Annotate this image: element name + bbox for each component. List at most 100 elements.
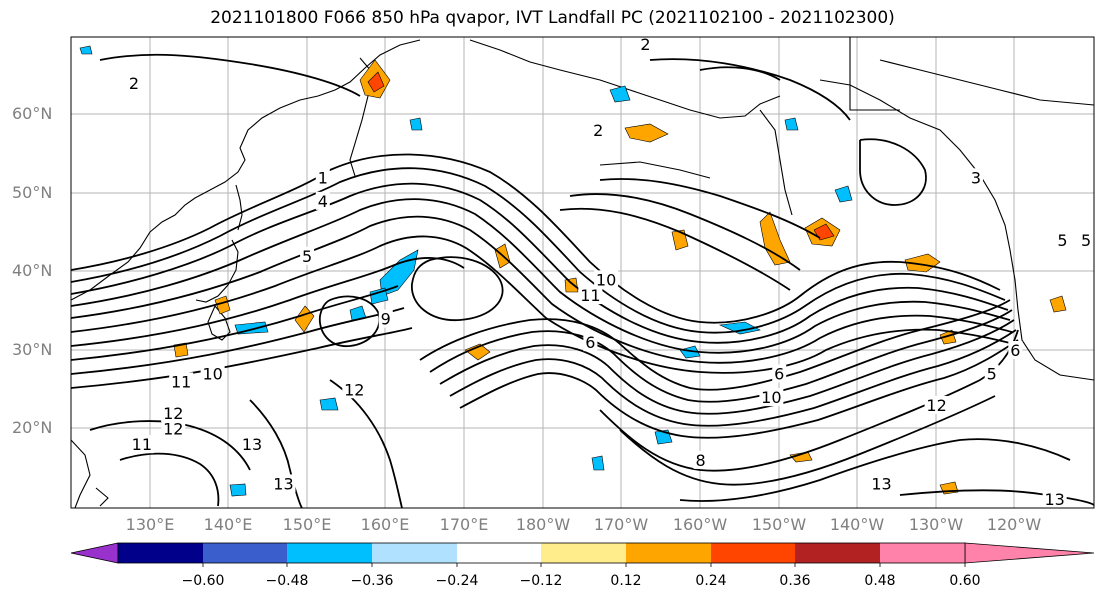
contour-label: 2 — [640, 35, 650, 54]
colorbar-tick: −0.24 — [435, 573, 479, 589]
colorbar-bin-5 — [457, 543, 541, 563]
contour-label: 10 — [202, 365, 222, 384]
lon-label-130w: 130°W — [908, 515, 964, 534]
contour-label-bg — [239, 435, 264, 454]
colorbar-tick: −0.36 — [350, 573, 394, 589]
contour-label-bg — [1079, 231, 1094, 250]
contour-label: 4 — [318, 192, 328, 211]
lon-label-120w: 120°W — [986, 515, 1042, 534]
lon-label-140w: 140°W — [829, 515, 885, 534]
colorbar-tick: −0.48 — [265, 573, 309, 589]
colorbar-tick: 0.24 — [695, 573, 727, 589]
contour-label-bg — [1008, 341, 1023, 359]
contour-label: 11 — [171, 372, 191, 391]
contour-label-bg — [578, 286, 603, 305]
lat-label-30n: 30°N — [12, 340, 53, 359]
contour-label-bg — [315, 191, 330, 210]
colorbar-bin-10 — [880, 543, 965, 563]
lon-label-150w: 150°W — [751, 515, 807, 534]
colorbar-bin-7 — [626, 543, 711, 563]
colorbar-frame — [117, 542, 966, 564]
contour-label: 9 — [381, 310, 391, 329]
map-title: 2021101800 F066 850 hPa qvapor, IVT Land… — [210, 8, 895, 28]
contour-label-bg — [594, 270, 619, 289]
colorbar — [70, 542, 1095, 567]
lon-label-130e: 130°E — [125, 515, 175, 534]
contour-label-bg — [300, 246, 315, 265]
contour-label: 6 — [774, 365, 784, 384]
contour-label-bg — [129, 435, 154, 454]
map-frame — [70, 36, 1095, 509]
contour-label-bg — [772, 364, 787, 383]
contour-label-bg — [583, 333, 598, 352]
contour-label-bg — [378, 309, 393, 328]
qvapor-shading — [79, 45, 1067, 497]
contour-label-bg — [869, 474, 894, 493]
contour-label: 3 — [971, 168, 981, 187]
contour-label: 12 — [926, 396, 946, 415]
lon-label-150e: 150°E — [282, 515, 332, 534]
contour-label-bg — [1042, 490, 1067, 508]
contour-label: 8 — [695, 451, 705, 470]
colorbar-right-extension — [964, 542, 1095, 564]
contour-label: 13 — [273, 474, 293, 493]
colorbar-tick: 0.48 — [864, 573, 896, 589]
contour-label: 6 — [585, 333, 595, 352]
colorbar-tick: −0.12 — [519, 573, 563, 589]
contour-label: 13 — [242, 435, 262, 454]
contour-label-bg — [271, 474, 296, 493]
contour-label: 5 — [987, 365, 997, 384]
lon-label-160e: 160°E — [360, 515, 410, 534]
lon-label-170e: 170°E — [439, 515, 489, 534]
contour-label: 11 — [132, 435, 152, 454]
colorbar-bin-6 — [541, 543, 626, 563]
contour-label: 5 — [302, 247, 312, 266]
contour-label: 2 — [593, 121, 603, 140]
contour-label-bg — [1095, 325, 1105, 343]
colorbar-tick: 0.12 — [610, 573, 642, 589]
contour-label: 13 — [1044, 490, 1064, 509]
contour-label-bg — [591, 121, 606, 140]
contour-label-bg — [315, 168, 330, 187]
colorbar-tick: 0.36 — [779, 573, 811, 589]
contour-label-bg — [1055, 231, 1070, 250]
lon-label-170w: 170°W — [593, 515, 649, 534]
colorbar-bin-3 — [287, 543, 372, 563]
contour-label: 12 — [163, 420, 183, 439]
contour-label-bg — [161, 419, 186, 438]
colorbar-tick: −0.60 — [181, 573, 225, 589]
contour-label: 6 — [1010, 341, 1020, 360]
colorbar-bin-1 — [118, 543, 203, 563]
contour-label-bg — [924, 395, 949, 414]
contour-label-bg — [693, 450, 708, 469]
contour-label: 13 — [871, 474, 891, 493]
contour-label-bg — [759, 388, 784, 407]
lon-label-140e: 140°E — [203, 515, 253, 534]
colorbar-left-extension — [70, 542, 119, 564]
contour-label: 10 — [596, 270, 616, 289]
colorbar-bin-8 — [711, 543, 795, 563]
colorbar-tick: 0.60 — [949, 573, 981, 589]
contour-label-bg — [169, 372, 194, 391]
contour-label-bg — [161, 403, 186, 422]
contour-label: 5 — [1057, 231, 1067, 250]
contour-label: 10 — [761, 388, 781, 407]
lat-label-40n: 40°N — [12, 261, 53, 280]
contour-label: 11 — [580, 286, 600, 305]
contour-label: 2 — [129, 74, 139, 93]
lat-label-60n: 60°N — [12, 104, 53, 123]
colorbar-bin-2 — [203, 543, 287, 563]
contour-label: 12 — [344, 380, 364, 399]
lat-label-20n: 20°N — [12, 418, 53, 437]
contour-label-bg — [968, 168, 983, 187]
lat-label-50n: 50°N — [12, 183, 53, 202]
contour-label-bg — [342, 380, 367, 399]
contour-label: 2 — [1097, 325, 1105, 344]
contour-label-bg — [126, 74, 141, 93]
lon-label-180w: 180°W — [515, 515, 571, 534]
contour-label-bg — [200, 364, 225, 383]
lon-label-160w: 160°W — [672, 515, 728, 534]
contour-label: 12 — [163, 404, 183, 423]
